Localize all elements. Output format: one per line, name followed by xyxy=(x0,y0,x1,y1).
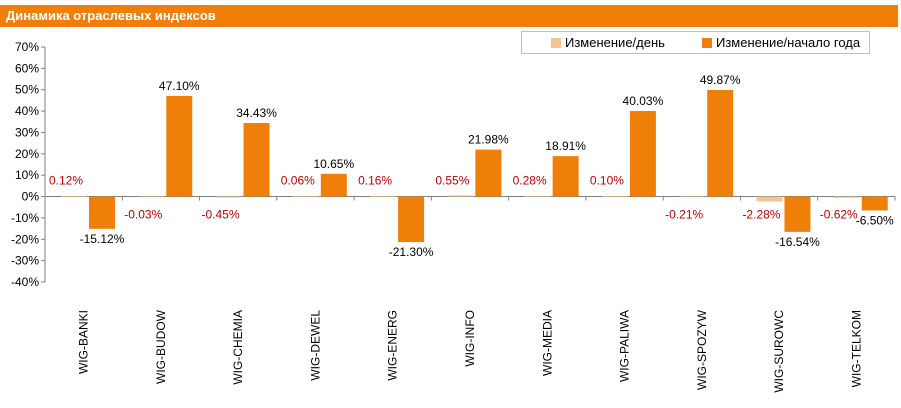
bar-day xyxy=(524,195,551,197)
x-category-label: WIG-BUDOW xyxy=(154,309,168,384)
bar-ytd xyxy=(629,111,656,197)
bar-ytd xyxy=(475,149,502,197)
data-label-ytd: -15.12% xyxy=(80,232,125,246)
chart-header: Динамика отраслевых индексов xyxy=(0,5,898,27)
data-label-day: 0.06% xyxy=(281,174,315,188)
legend-label-ytd: Изменение/начало года xyxy=(716,35,861,50)
y-tick-label: 40% xyxy=(15,104,39,118)
bar-day xyxy=(215,196,242,198)
data-label-day: -0.45% xyxy=(202,208,240,222)
data-label-ytd: -21.30% xyxy=(389,245,434,259)
x-category-label: WIG-PALIWA xyxy=(618,310,632,382)
bar-day xyxy=(61,196,87,197)
bar-day xyxy=(370,196,397,197)
x-category-label: WIG-BANKI xyxy=(77,310,91,374)
data-label-day: -0.62% xyxy=(820,208,858,222)
data-label-ytd: 18.91% xyxy=(545,139,586,153)
y-tick-label: 50% xyxy=(15,83,39,97)
data-label-ytd: -6.50% xyxy=(856,213,894,227)
bar-ytd xyxy=(552,156,579,197)
data-label-ytd: -16.54% xyxy=(775,235,820,249)
bar-ytd xyxy=(166,95,193,197)
data-label-ytd: 40.03% xyxy=(623,94,664,108)
bar-day xyxy=(833,196,860,198)
bar-ytd xyxy=(243,122,270,197)
y-tick-label: 0% xyxy=(22,190,40,204)
legend-label-day: Изменение/день xyxy=(565,35,665,50)
bar-ytd xyxy=(784,196,811,232)
data-label-ytd: 21.98% xyxy=(468,133,509,147)
x-category-label: WIG-MEDIA xyxy=(540,310,554,376)
x-category-label: WIG-DEWEL xyxy=(308,310,322,381)
bar-ytd xyxy=(320,173,347,197)
bar-ytd xyxy=(89,196,115,229)
data-label-ytd: 34.43% xyxy=(236,106,277,120)
chart-legend: Изменение/день Изменение/начало года xyxy=(521,31,870,54)
x-category-label: WIG-ENERG xyxy=(386,310,400,381)
data-label-day: -2.28% xyxy=(742,208,780,222)
y-tick-label: 70% xyxy=(15,40,39,54)
y-tick-label: 20% xyxy=(15,147,39,161)
x-category-label: WIG-SUROWC xyxy=(772,310,786,393)
y-tick-label: 10% xyxy=(15,168,39,182)
data-label-day: 0.28% xyxy=(513,174,547,188)
bar-day xyxy=(447,195,474,197)
data-label-ytd: 10.65% xyxy=(313,157,354,171)
data-label-day: -0.21% xyxy=(665,208,703,222)
y-tick-label: -10% xyxy=(11,211,39,225)
x-category-label: WIG-CHEMIA xyxy=(231,310,245,385)
data-label-day: 0.12% xyxy=(49,174,83,188)
y-tick-label: 30% xyxy=(15,125,39,139)
bar-day xyxy=(756,196,783,202)
data-label-ytd: 47.10% xyxy=(159,79,200,93)
chart-title: Динамика отраслевых индексов xyxy=(6,8,216,23)
legend-swatch-ytd xyxy=(702,38,712,48)
legend-swatch-day xyxy=(551,38,561,48)
bar-ytd xyxy=(398,196,425,243)
bar-ytd xyxy=(861,196,888,211)
data-label-day: 0.16% xyxy=(358,174,392,188)
y-tick-label: -30% xyxy=(11,254,39,268)
bar-ytd xyxy=(707,90,734,197)
data-label-day: -0.03% xyxy=(124,208,162,222)
data-label-ytd: 49.87% xyxy=(700,73,741,87)
y-tick-label: 60% xyxy=(15,61,39,75)
x-category-label: WIG-TELKOM xyxy=(849,310,863,387)
bar-day xyxy=(679,196,706,198)
x-category-label: WIG-SPOZYW xyxy=(695,309,709,390)
bar-day xyxy=(292,196,319,198)
bar-day xyxy=(601,196,628,197)
data-label-day: 0.55% xyxy=(435,174,469,188)
y-tick-label: -40% xyxy=(11,275,39,289)
bar-day xyxy=(138,196,165,198)
data-label-day: 0.10% xyxy=(590,174,624,188)
y-tick-label: -20% xyxy=(11,232,39,246)
x-category-label: WIG-INFO xyxy=(463,310,477,367)
